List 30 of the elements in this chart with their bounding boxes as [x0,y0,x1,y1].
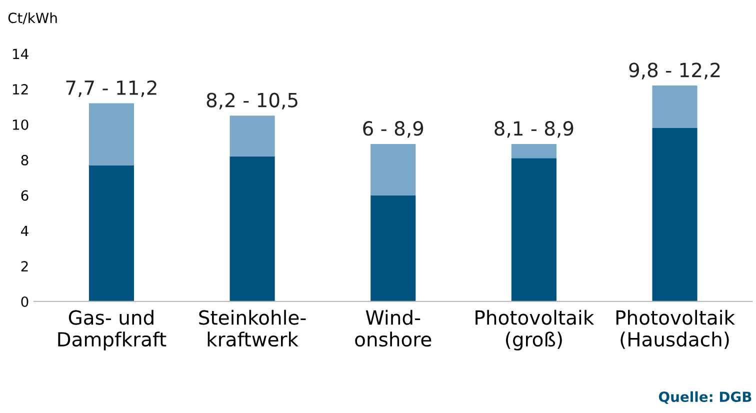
total-label: 6 - 8,9 [363,121,424,138]
y-tick-label: 2 [21,261,28,272]
y-tick-label: 0 [21,296,28,307]
x-tick-label: Wind- onshore [355,310,432,347]
y-tick-label: 8 [21,154,28,166]
bar [370,195,416,302]
x-tick-label: Photovoltaik (groß) [476,310,594,350]
total-label: 8,2 - 10,5 [206,92,298,110]
bar [511,144,556,158]
y-tick-label: 12 [13,84,28,94]
bar [652,86,698,128]
total-label: 8,1 - 8,9 [494,121,574,138]
bar [230,116,275,156]
y-tick-label: 10 [13,119,28,130]
x-tick-label: Gas- und Dampfkraft [58,310,166,350]
source-note: Quelle: DGB [658,391,752,404]
y-tick-label: 4 [21,226,28,236]
x-tick-label: Steinkohle- kraftwerk [199,310,306,347]
total-label: 7,7 - 11,2 [66,80,156,98]
bar [370,144,416,196]
total-label: 9,8 - 12,2 [629,62,720,80]
bar [230,156,275,302]
bar [88,165,134,302]
y-tick-label: 14 [13,48,28,59]
bar [88,103,134,166]
y-axis-title: Ct/kWh [8,12,57,24]
x-tick-label: Photovoltaik (Hausdach) [616,310,735,349]
bar [511,158,556,302]
bar [652,128,698,302]
y-tick-label: 6 [21,190,28,201]
